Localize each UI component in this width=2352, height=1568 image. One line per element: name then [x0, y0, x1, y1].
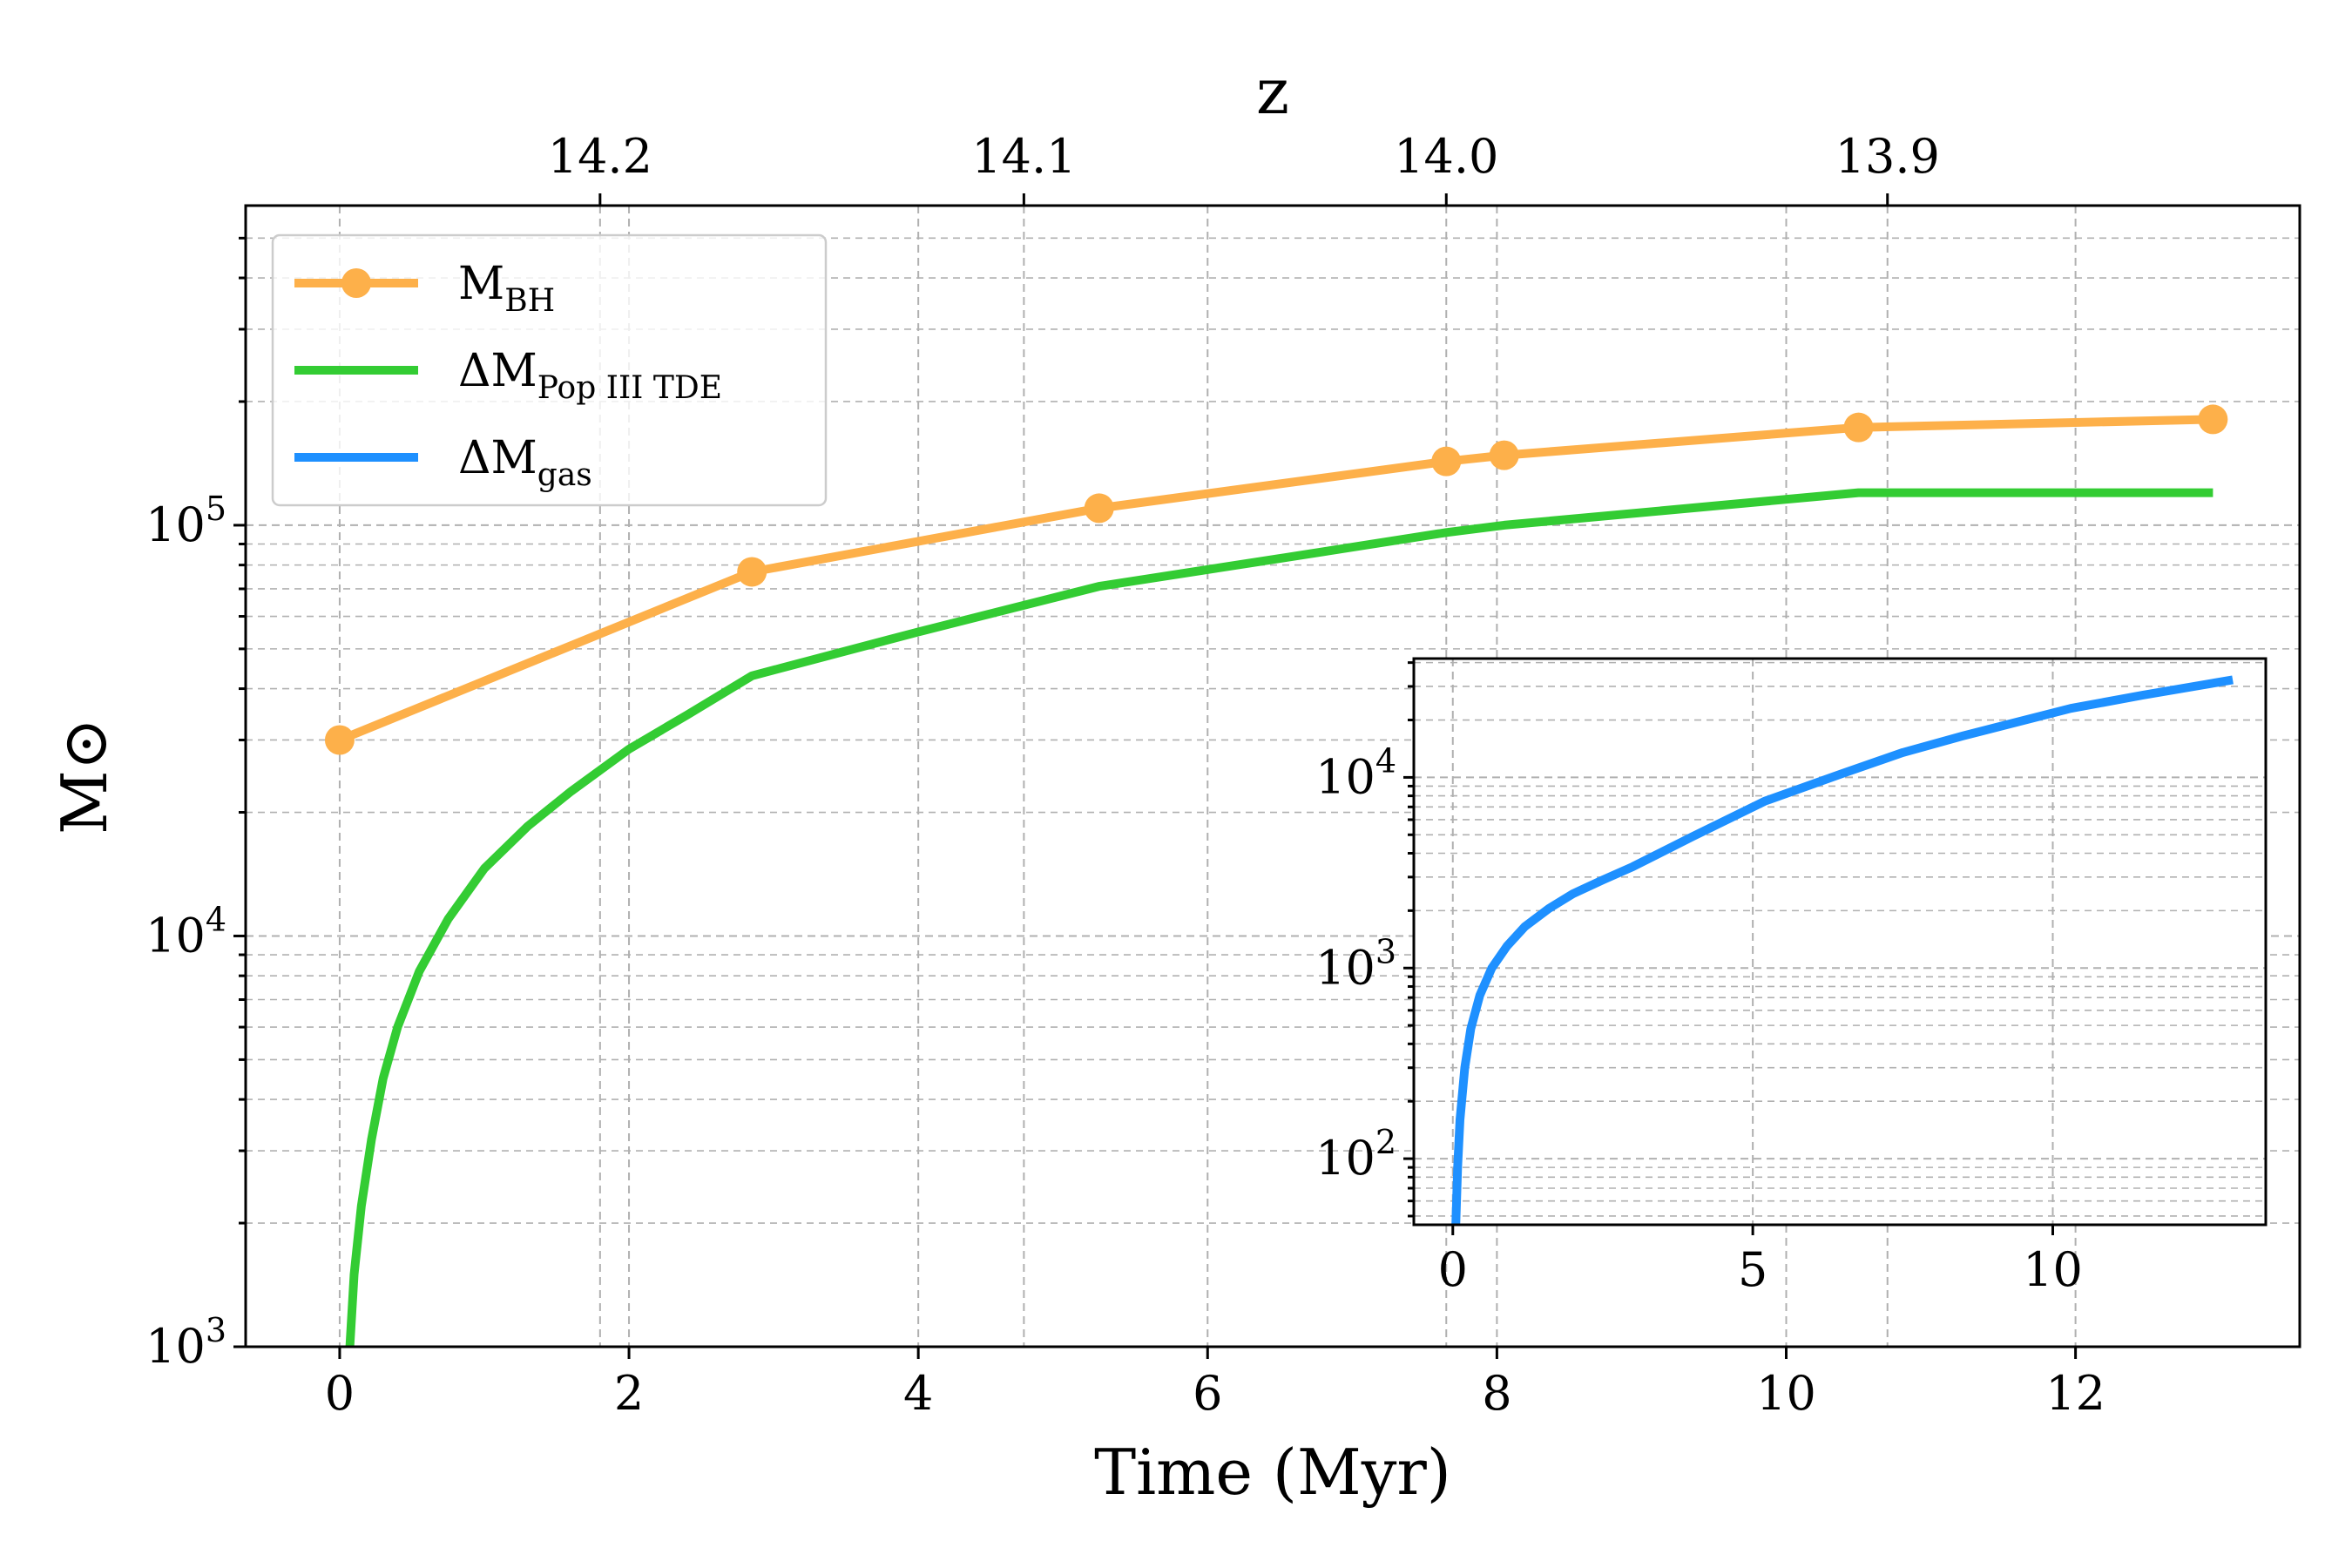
- main-plot-frame: [244, 204, 2301, 1348]
- inset-x-tick-label: 0: [1438, 1242, 1468, 1297]
- y-tick-label: 104: [145, 900, 226, 963]
- y-tick-label: 105: [145, 490, 226, 552]
- legend-label-1: ΔMPop III TDE: [458, 345, 722, 406]
- x-tick-label: 8: [1482, 1366, 1511, 1421]
- legend: MBH ΔMPop III TDE ΔMgas: [271, 233, 828, 507]
- inset-frame: [1412, 657, 2268, 1227]
- data-point: [1084, 493, 1114, 524]
- legend-marker: [341, 268, 371, 298]
- data-point: [1843, 412, 1874, 443]
- y-axis-label: M⊙: [48, 718, 121, 835]
- top-axis-label: z: [1256, 55, 1289, 128]
- inset-series-line-0: [1451, 675, 2234, 1226]
- inset-x-axis: 0 5 10: [1438, 1225, 2083, 1297]
- top-tick-label: 14.1: [971, 129, 1076, 184]
- series-line-1: [345, 488, 2213, 1348]
- top-tick-label: 14.0: [1394, 129, 1498, 184]
- x-tick-label: 0: [325, 1366, 355, 1421]
- x-tick-label: 6: [1193, 1366, 1222, 1421]
- main-plot-series: [324, 404, 2228, 1348]
- inset-plot-series: [1451, 675, 2234, 1226]
- inset-x-tick-label: 5: [1738, 1242, 1767, 1297]
- inset-x-tick-label: 10: [2023, 1242, 2083, 1297]
- x-tick-label: 2: [614, 1366, 644, 1421]
- legend-label-0: MBH: [458, 258, 555, 319]
- x-tick-label: 4: [903, 1366, 933, 1421]
- data-point: [1431, 446, 1462, 476]
- data-point: [324, 725, 355, 755]
- data-point: [1489, 440, 1519, 470]
- inset-y-tick-label: 102: [1315, 1123, 1396, 1186]
- legend-label-2: ΔMgas: [458, 432, 592, 493]
- main-x-axis: 0 2 4 6 8 10 12: [325, 1347, 2105, 1421]
- data-point: [737, 557, 767, 587]
- x-tick-label: 10: [1756, 1366, 1816, 1421]
- inset-gridlines: [1414, 659, 2266, 1225]
- top-tick-label: 13.9: [1835, 129, 1940, 184]
- x-tick-label: 12: [2045, 1366, 2105, 1421]
- inset-y-tick-label: 103: [1315, 932, 1396, 995]
- top-tick-label: 14.2: [548, 129, 652, 184]
- inset-y-axis: 102 103 104: [1315, 661, 1414, 1218]
- main-y-axis: 103 104 105: [145, 236, 246, 1374]
- data-point: [2198, 404, 2228, 435]
- x-axis-label: Time (Myr): [1094, 1436, 1451, 1509]
- top-redshift-axis: 14.2 14.1 14.0 13.9: [548, 129, 1940, 206]
- inset-y-tick-label: 104: [1315, 741, 1396, 804]
- inset-background: [1414, 659, 2266, 1225]
- legend-box: [271, 233, 828, 507]
- y-tick-label: 103: [145, 1311, 226, 1374]
